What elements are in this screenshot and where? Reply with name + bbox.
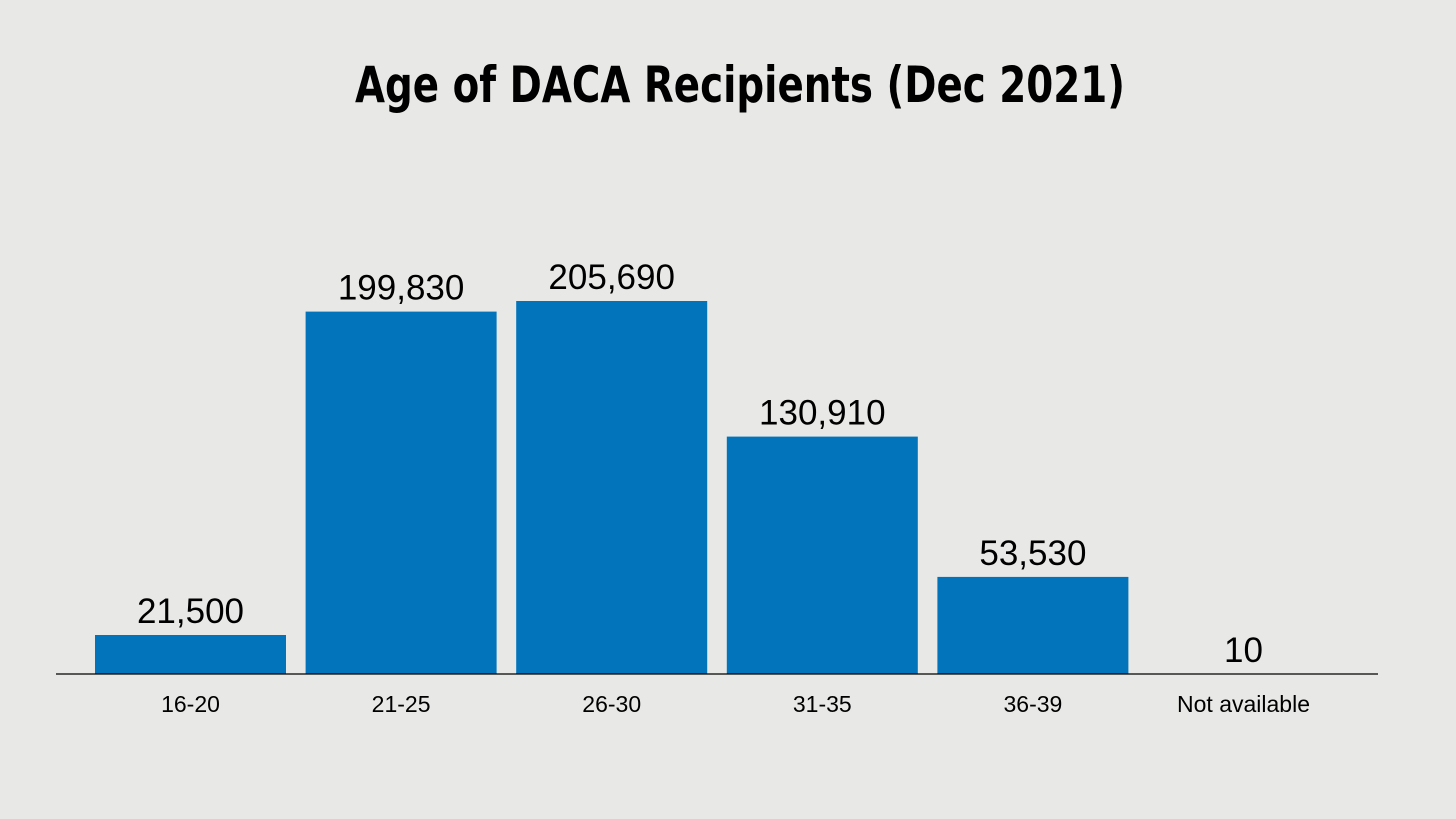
x-tick-label-21-25: 21-25: [372, 691, 431, 717]
x-tick-label-36-39: 36-39: [1003, 691, 1062, 717]
x-axis-tick-labels: 16-20 21-25 26-30 31-35 36-39 Not available: [161, 691, 1310, 717]
bar-16-20: [95, 635, 286, 674]
value-labels-layer: 21,500 199,830 205,690 130,910 53,530 10: [137, 258, 1263, 670]
bar-26-30: [516, 301, 708, 674]
bar-36-39: [937, 576, 1129, 674]
bar-31-35: [726, 436, 918, 674]
x-tick-label-26-30: 26-30: [582, 691, 641, 717]
value-label-not-available: 10: [1224, 631, 1263, 670]
x-tick-label-not-available: Not available: [1177, 691, 1310, 717]
value-label-21-25: 199,830: [338, 269, 465, 308]
bars-layer: [95, 301, 1339, 675]
x-tick-label-31-35: 31-35: [793, 691, 852, 717]
value-label-16-20: 21,500: [137, 592, 244, 631]
x-tick-label-16-20: 16-20: [161, 691, 220, 717]
value-label-26-30: 205,690: [548, 258, 675, 297]
bar-21-25: [305, 311, 497, 674]
value-label-31-35: 130,910: [759, 394, 886, 433]
value-label-36-39: 53,530: [979, 534, 1086, 573]
chart-title: Age of DACA Recipients (Dec 2021): [355, 56, 1125, 114]
